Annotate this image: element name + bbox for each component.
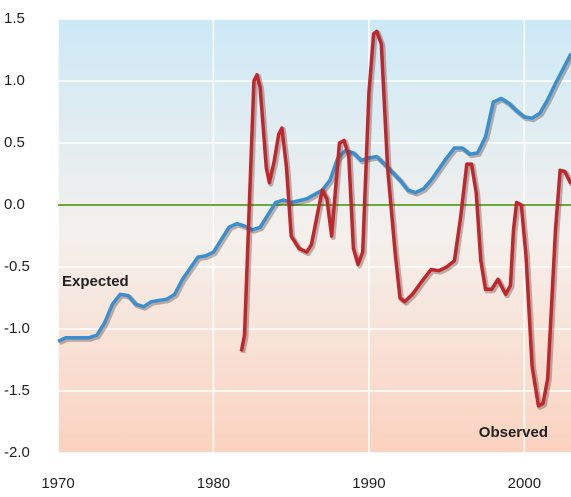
y-tick-label: 1.0 bbox=[4, 72, 25, 89]
y-tick-label: -2.0 bbox=[4, 444, 30, 461]
y-tick-label: 1.5 bbox=[4, 10, 25, 27]
y-tick-label: 0.0 bbox=[4, 196, 25, 213]
y-tick-label: -1.5 bbox=[4, 382, 30, 399]
line bbox=[239, 29, 571, 408]
series-label: Observed bbox=[479, 424, 548, 441]
series-label: Expected bbox=[62, 273, 129, 290]
y-tick-label: -0.5 bbox=[4, 258, 30, 275]
x-tick-label: 1990 bbox=[352, 475, 385, 492]
x-tick-label: 1980 bbox=[197, 475, 230, 492]
x-tick-label: 2000 bbox=[508, 475, 541, 492]
line bbox=[57, 52, 571, 343]
x-tick-label: 1970 bbox=[41, 475, 74, 492]
y-tick-label: -1.0 bbox=[4, 320, 30, 337]
y-tick-label: 0.5 bbox=[4, 134, 25, 151]
